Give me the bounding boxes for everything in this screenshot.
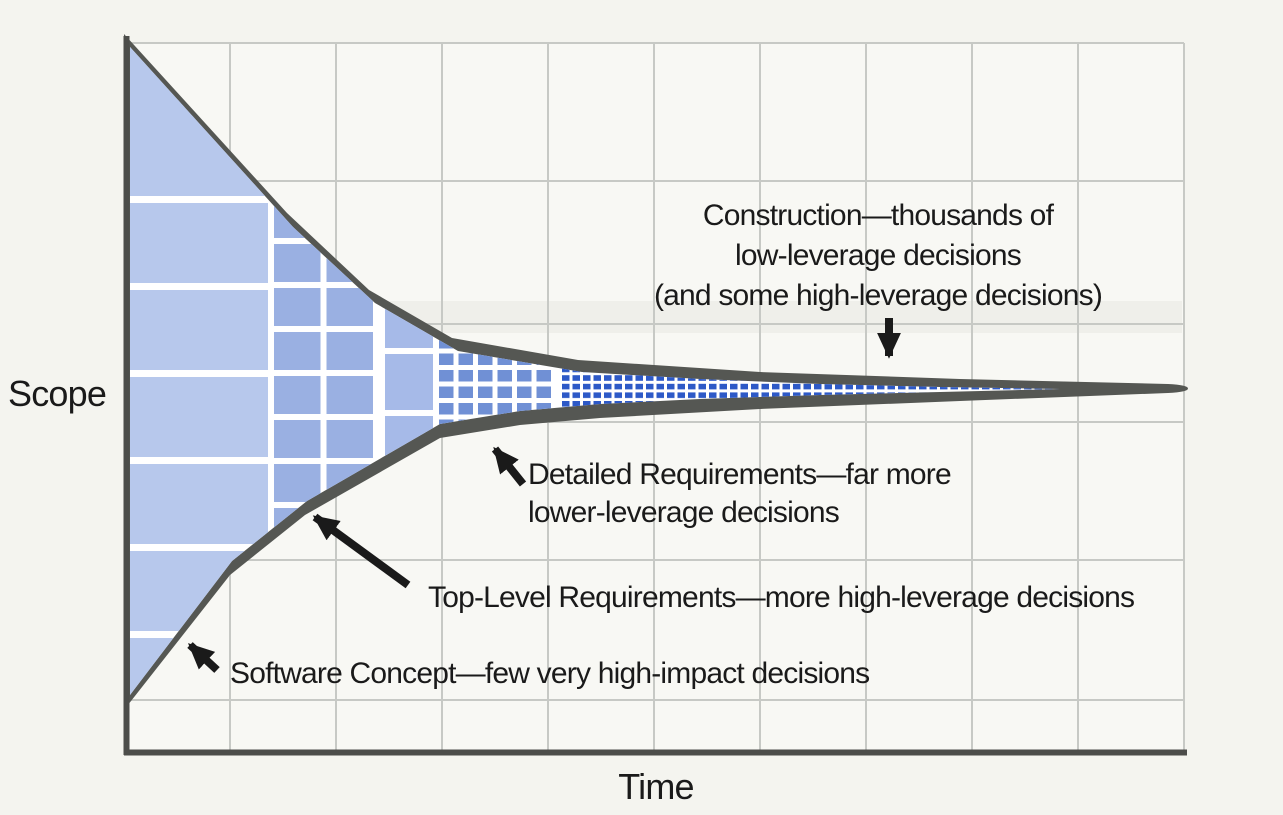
annotation-detailed-requirements: Detailed Requirements—far more lower-lev… (528, 456, 952, 532)
x-axis-label: Time (618, 766, 694, 807)
annotation-line: low-leverage decisions (735, 239, 1022, 272)
axes (123, 36, 1187, 756)
annotation-construction: Construction—thousands of low-leverage d… (595, 196, 1161, 316)
arrow-software-concept (187, 642, 220, 673)
funnel-outline (124, 34, 1188, 710)
annotation-line: Detailed Requirements—far more (528, 458, 952, 491)
annotation-line: Construction—thousands of (702, 199, 1054, 232)
annotation-line: (and some high-leverage decisions) (653, 279, 1103, 312)
arrow-detailed-requirements (491, 446, 527, 487)
annotation-arrows (187, 318, 901, 673)
arrow-top-level-requirements (312, 513, 411, 589)
annotation-top-level-requirements: Top-Level Requirements—more high-leverag… (428, 581, 1135, 614)
annotation-line: lower-leverage decisions (528, 496, 840, 529)
y-axis-label: Scope (8, 373, 107, 414)
annotation-software-concept: Software Concept—few very high-impact de… (230, 657, 870, 690)
